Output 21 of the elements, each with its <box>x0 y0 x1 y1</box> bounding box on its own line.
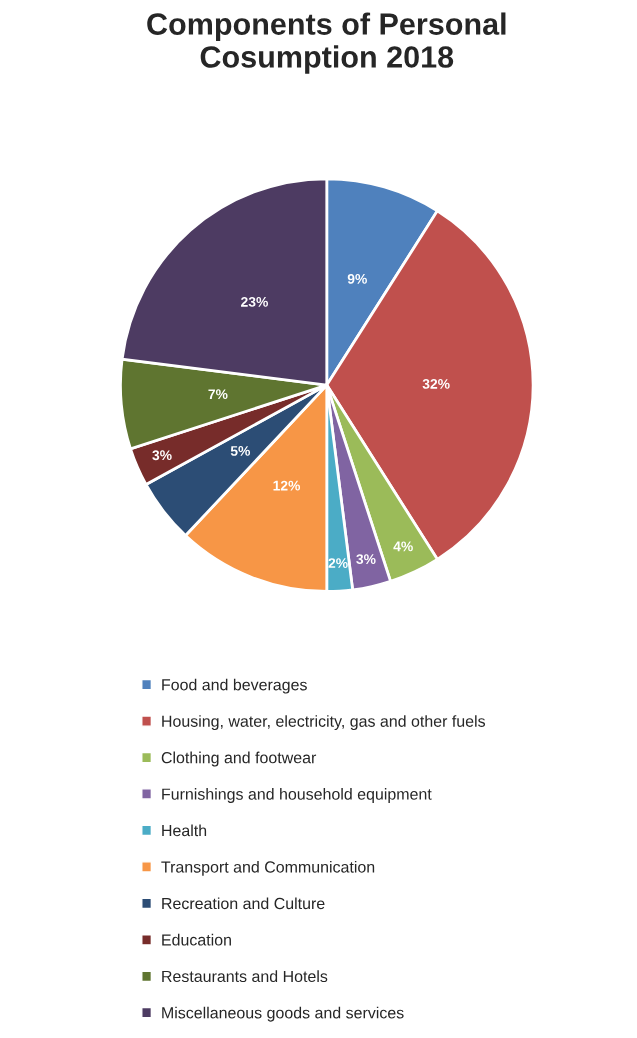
legend-label: Food and beverages <box>162 678 307 694</box>
chart-title: Components of Personal Cosumption 2018 <box>147 12 506 74</box>
legend-label: Education <box>162 933 231 946</box>
legend-label: Health <box>162 824 207 837</box>
legend-label: Recreation and Culture <box>162 897 325 910</box>
data-label: 7% <box>208 389 228 400</box>
data-label: 5% <box>230 446 251 456</box>
legend-label: Furnishings and household equipment <box>162 788 432 803</box>
legend-label: Restaurants and Hotels <box>162 970 328 983</box>
data-label: 3% <box>152 450 172 461</box>
legend-label: Clothing and footwear <box>161 751 317 767</box>
data-label: 32% <box>422 378 450 389</box>
data-label: 4% <box>393 541 413 552</box>
data-label: 3% <box>356 554 376 565</box>
legend-label: Miscellaneous goods and services <box>162 1006 404 1022</box>
data-label: 9% <box>347 273 367 284</box>
data-label: 23% <box>241 296 268 307</box>
legend-label: Housing, water, electricity, gas and other fuels <box>162 715 486 731</box>
data-label: 12% <box>273 480 301 491</box>
legend-label: Transport and Communication <box>161 860 375 876</box>
data-label: 2% <box>328 558 348 568</box>
